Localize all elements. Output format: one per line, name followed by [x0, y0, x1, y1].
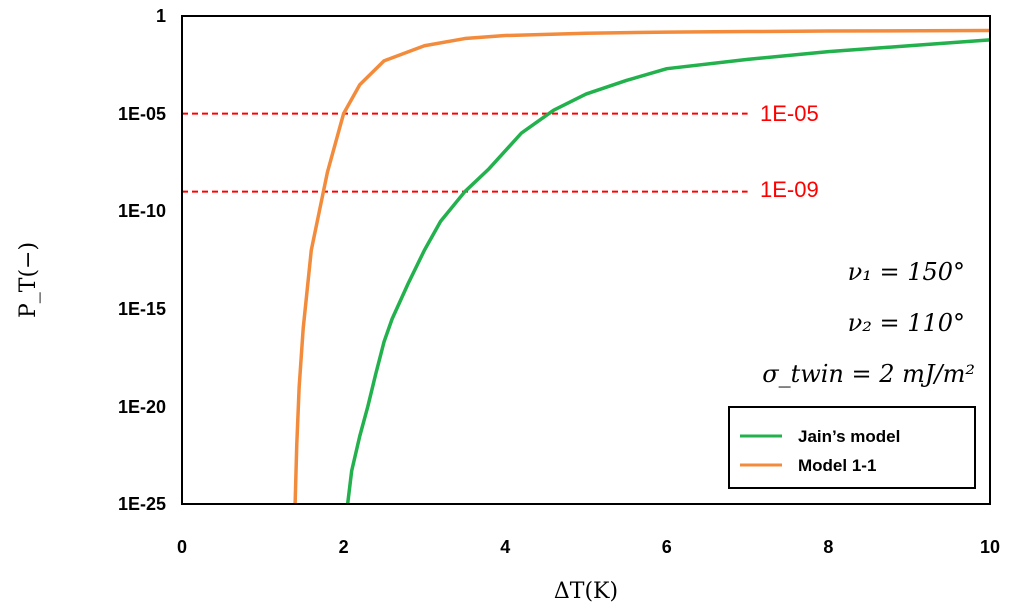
- x-tick-label: 10: [980, 537, 1000, 557]
- param-annotation: ν₁ = 150°: [848, 258, 965, 286]
- legend-box: [728, 406, 976, 489]
- y-tick-label: 1E-25: [118, 494, 166, 514]
- y-tick-label: 1: [156, 6, 166, 26]
- param-annotation: σ_twin = 2 mJ/m²: [762, 360, 975, 388]
- ref-line-label: 1E-09: [760, 177, 819, 202]
- param-annotation: ν₂ = 110°: [848, 309, 965, 337]
- reference-lines: [182, 112, 748, 193]
- y-tick-label: 1E-05: [118, 104, 166, 124]
- legend-label-jain: Jain’s model: [798, 427, 900, 446]
- x-tick-label: 0: [177, 537, 187, 557]
- y-tick-label: 1E-10: [118, 201, 166, 221]
- legend-label-model-1-1: Model 1-1: [798, 456, 876, 475]
- series-line: [345, 38, 991, 505]
- x-tick-label: 6: [662, 537, 672, 557]
- x-axis-title: ΔT(K): [554, 579, 618, 604]
- x-tick-label: 8: [823, 537, 833, 557]
- legend: Jain’s model Model 1-1: [728, 406, 976, 489]
- plot-frame: [181, 15, 991, 505]
- y-tick-labels: 1 1E-05 1E-10 1E-15 1E-20 1E-25: [118, 6, 166, 514]
- ref-line-label: 1E-05: [760, 101, 819, 126]
- y-axis-title: P_T(−): [16, 242, 41, 318]
- x-tick-label: 4: [500, 537, 510, 557]
- series-line: [293, 28, 991, 505]
- x-tick-labels: 0 2 4 6 8 10: [177, 537, 1000, 557]
- y-tick-label: 1E-20: [118, 397, 166, 417]
- x-tick-label: 2: [339, 537, 349, 557]
- y-tick-label: 1E-15: [118, 299, 166, 319]
- series-layer: [293, 28, 991, 505]
